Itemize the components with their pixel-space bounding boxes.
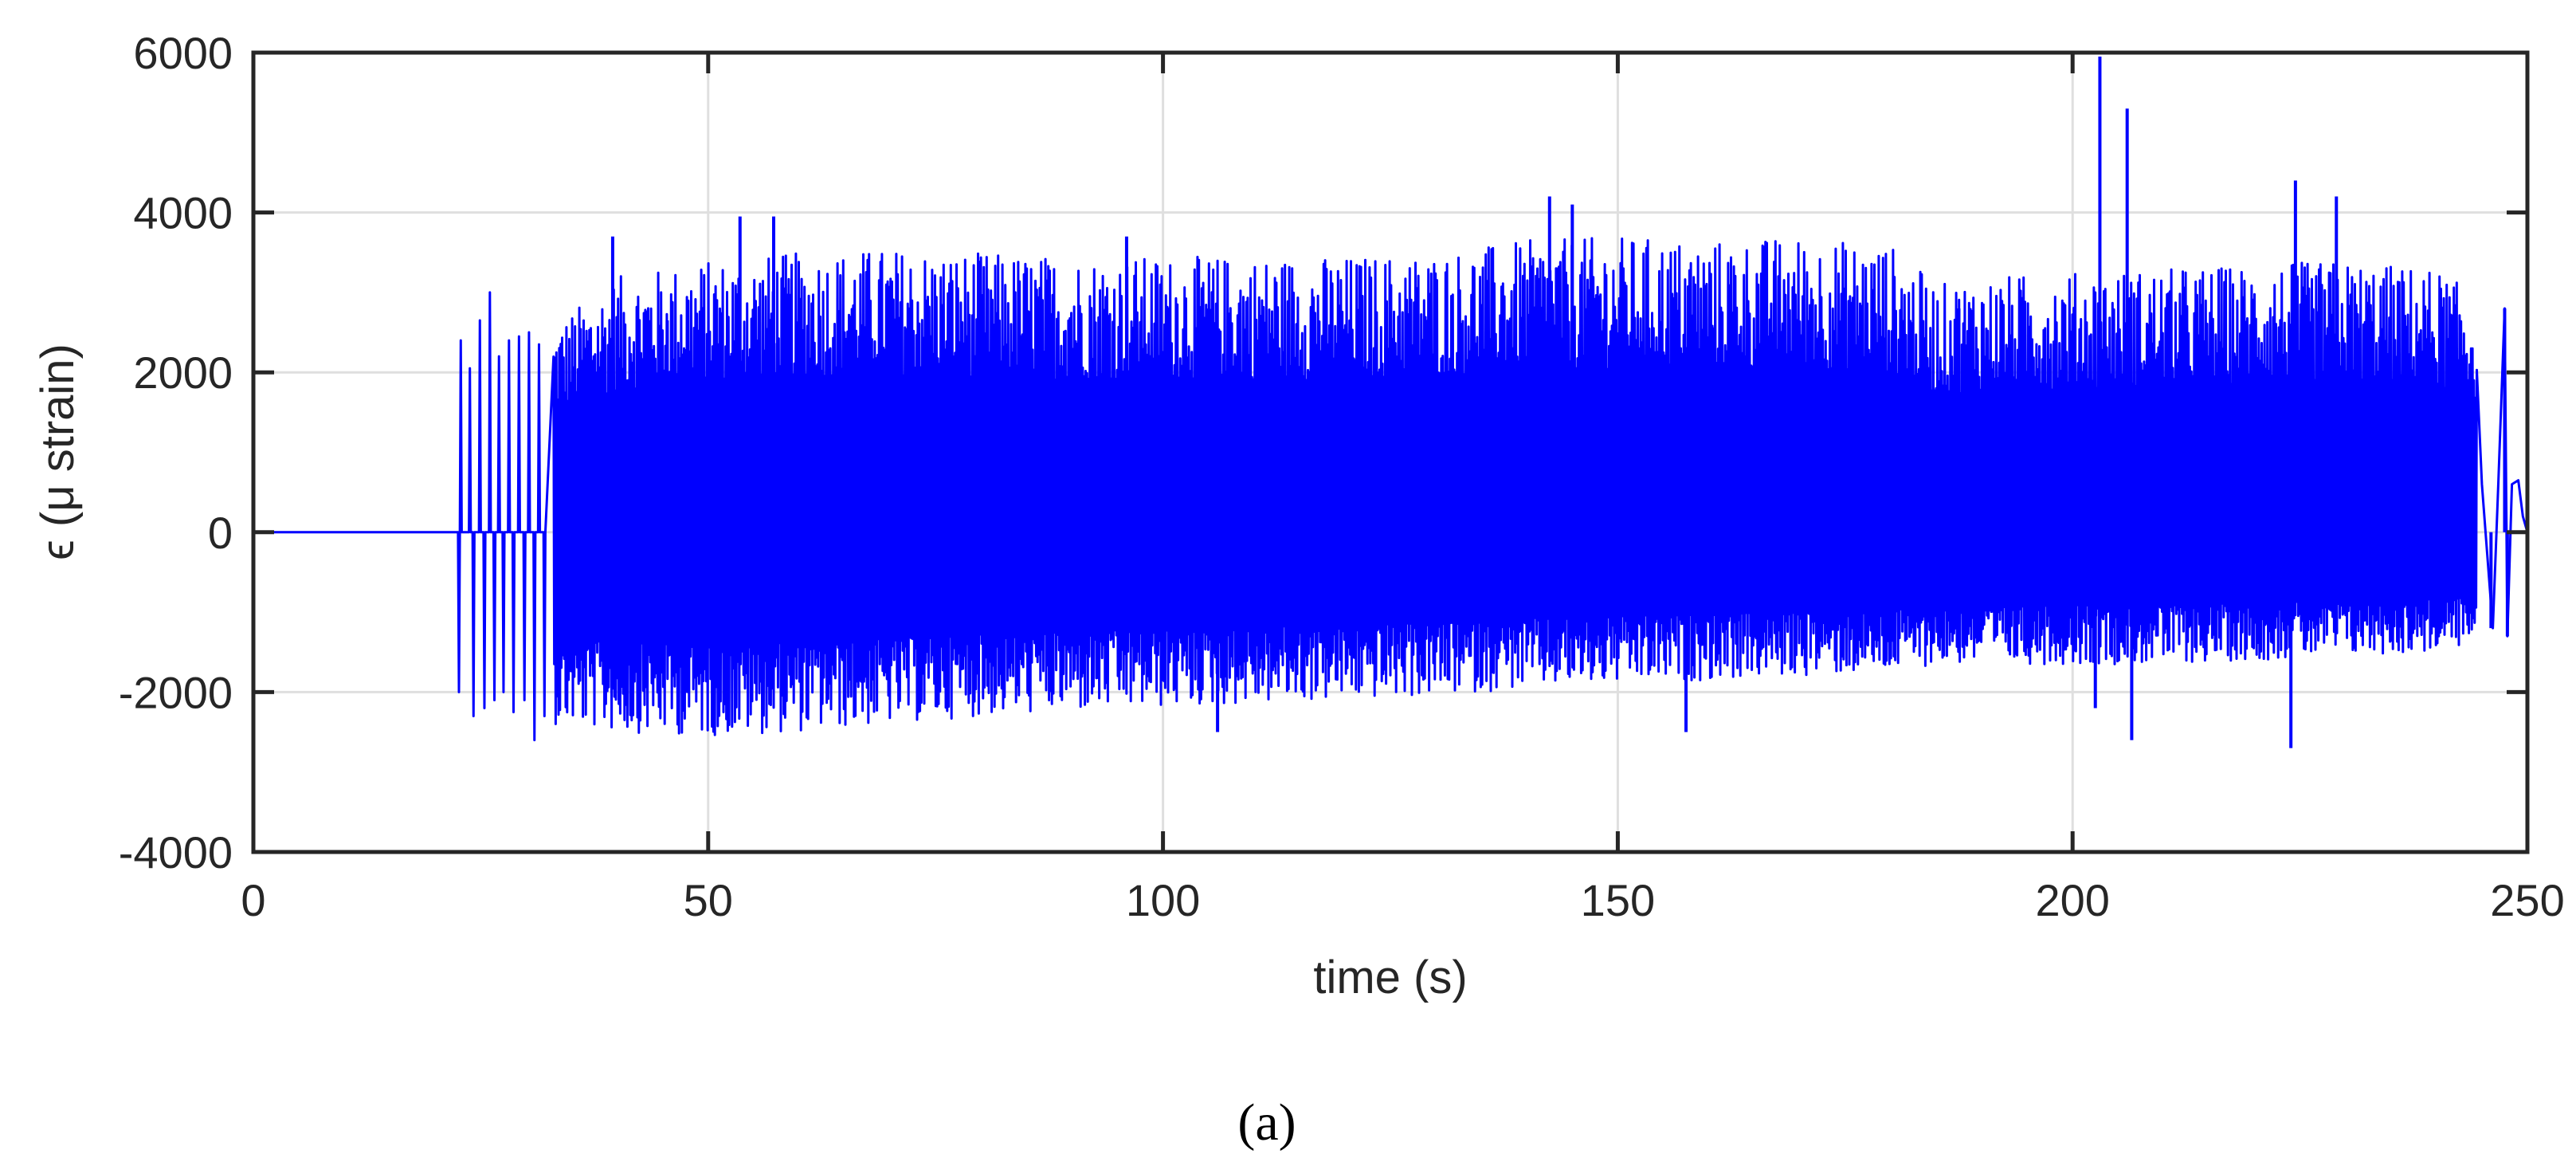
y-tick-label: 2000 xyxy=(133,347,233,398)
series-line xyxy=(253,237,2529,742)
y-tick-label: -4000 xyxy=(119,827,233,877)
x-tick-label: 200 xyxy=(2035,875,2109,925)
x-tick-label: 50 xyxy=(684,875,733,925)
figure-caption: (a) xyxy=(1237,1093,1296,1152)
x-tick-label: 250 xyxy=(2490,875,2564,925)
y-tick-label: 0 xyxy=(208,508,233,558)
tick-label-layer: 0 50 100 150 200 250 -4000 -2000 0 2000 4000 6000 xyxy=(119,28,2565,925)
x-axis-label: time (s) xyxy=(1313,952,1467,1003)
x-tick-label: 150 xyxy=(1581,875,1655,925)
y-tick-label: -2000 xyxy=(119,667,233,717)
x-tick-label: 100 xyxy=(1126,875,1200,925)
y-tick-label: 6000 xyxy=(133,28,233,78)
plot-frame xyxy=(251,50,2530,854)
series-layer xyxy=(253,57,2529,748)
y-tick-label: 4000 xyxy=(133,188,233,238)
y-axis-label: ϵ (μ strain) xyxy=(32,344,84,560)
tick-layer xyxy=(251,50,2530,854)
x-tick-label: 0 xyxy=(241,875,265,925)
